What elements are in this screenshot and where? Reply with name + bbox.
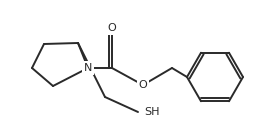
Text: SH: SH	[144, 107, 160, 117]
Text: O: O	[139, 80, 147, 90]
Text: O: O	[108, 23, 116, 33]
Text: N: N	[84, 63, 92, 73]
